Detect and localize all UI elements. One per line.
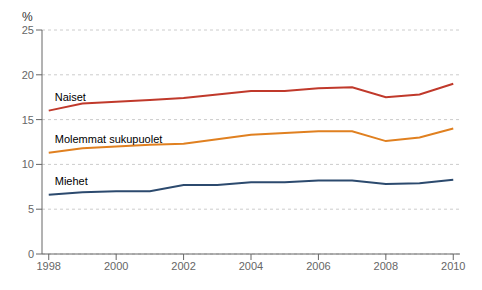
svg-text:Molemmat sukupuolet: Molemmat sukupuolet (55, 133, 163, 145)
svg-text:2002: 2002 (171, 260, 195, 272)
svg-text:15: 15 (22, 114, 34, 126)
svg-text:Miehet: Miehet (55, 175, 88, 187)
svg-text:2010: 2010 (441, 260, 465, 272)
svg-text:2006: 2006 (306, 260, 330, 272)
svg-text:2000: 2000 (104, 260, 128, 272)
svg-text:5: 5 (28, 203, 34, 215)
svg-text:Naiset: Naiset (55, 91, 86, 103)
svg-text:25: 25 (22, 24, 34, 36)
svg-text:20: 20 (22, 69, 34, 81)
svg-text:2004: 2004 (239, 260, 263, 272)
svg-text:1998: 1998 (36, 260, 60, 272)
svg-text:0: 0 (28, 248, 34, 260)
svg-text:2008: 2008 (374, 260, 398, 272)
svg-text:10: 10 (22, 158, 34, 170)
